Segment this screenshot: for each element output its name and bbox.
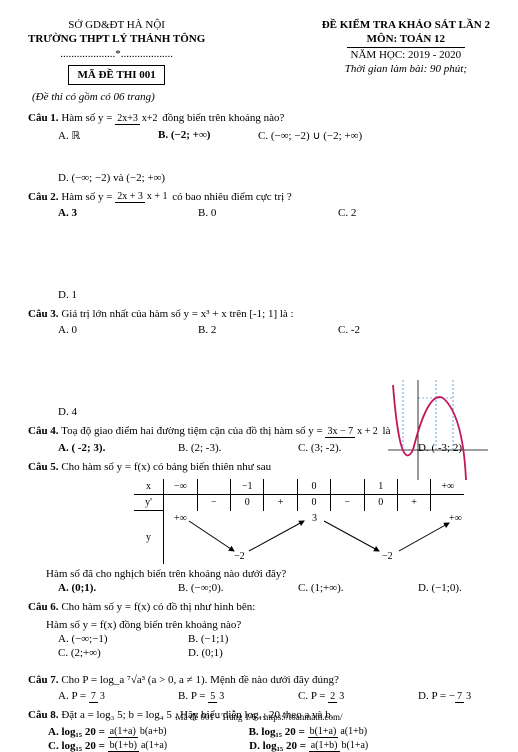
q1-options: A. ℝ B. (−2; +∞) C. (−∞; −2) ∪ (−2; +∞) … [58,129,490,184]
q1-d: D. (−∞; −2) và (−2; +∞) [58,172,165,184]
header-right: ĐỀ KIỂM TRA KHẢO SÁT LẦN 2 MÔN: TOÁN 12 … [322,18,490,85]
q3-a: A. 0 [58,324,128,336]
q1-text2: đồng biến trên khoảng nào? [162,112,284,124]
q1-b: B. (−2; +∞) [158,129,228,142]
table-row-yp: y' − 0 + 0 − 0 + [134,495,465,511]
page-note: (Đề thi có gồm có 06 trang) [32,91,490,103]
q5-options: A. (0;1). B. (−∞;0). C. (1;+∞). D. (−1;0… [58,582,490,594]
q3-c: C. -2 [338,324,408,336]
q1-text1: Hàm số y = [61,112,115,124]
school-line: TRƯỜNG THPT LÝ THÁNH TÔNG [28,32,205,46]
q3-d: D. 4 [58,406,128,418]
time-line: Thời gian làm bài: 90 phút; [322,62,490,76]
q6-graph [388,380,488,480]
svg-text:+∞: +∞ [174,513,187,524]
q5-text: Cho hàm số y = f(x) có bảng biến thiên n… [61,461,271,473]
table-row-y: y +∞ 3 +∞ −2 −2 [134,511,465,564]
q7-options: A. P = 73 B. P = 53 C. P = 23 D. P = −73 [58,690,490,702]
q5-b: B. (−∞;0). [178,582,248,594]
q2-text1: Hàm số y = [61,191,115,203]
q2-c: C. 2 [338,207,408,219]
q8-d: D. log₁₅ 20 = a(1+b)b(1+a) [249,740,370,752]
table-row-x: x −∞ −1 0 1 +∞ [134,479,465,495]
title-line: ĐỀ KIỂM TRA KHẢO SÁT LẦN 2 [322,18,490,32]
q1-frac: 2x+3x+2 [115,114,159,124]
q4-b: B. (2; -3). [178,442,248,454]
q2-text2: có bao nhiêu điểm cực trị ? [172,191,292,203]
question-3: Câu 3. Giá trị lớn nhất của hàm số y = x… [28,307,490,322]
q7-d: D. P = −73 [418,690,488,702]
q5-ask: Hàm số đã cho nghịch biến trên khoảng nà… [46,568,490,580]
q7-b: B. P = 53 [178,690,248,702]
q2-a: A. 3 [58,207,128,219]
q6-ask: Hàm số y = f(x) đồng biến trên khoảng nà… [46,619,490,631]
header: SỞ GD&ĐT HÀ NỘI TRƯỜNG THPT LÝ THÁNH TÔN… [28,18,490,85]
sep-line: ....................*................... [28,47,205,61]
q5-c: C. (1;+∞). [298,582,368,594]
q6-a: A. (−∞;−1) [58,633,128,645]
q5-d: D. (−1;0). [418,582,488,594]
q2-label: Câu 2. [28,191,59,203]
svg-text:−2: −2 [234,551,245,561]
q8-options-2: C. log₁₅ 20 = b(1+b)a(1+a) D. log₁₅ 20 =… [48,740,490,752]
variation-table: x −∞ −1 0 1 +∞ y' − 0 + 0 − 0 + y +∞ 3 +… [134,479,465,564]
variation-arrows: +∞ 3 +∞ −2 −2 [164,511,464,561]
q6-options: A. (−∞;−1) B. (−1;1) [58,633,338,645]
q5-table-wrap: x −∞ −1 0 1 +∞ y' − 0 + 0 − 0 + y +∞ 3 +… [108,479,490,564]
subject-line: MÔN: TOÁN 12 [347,32,465,47]
q3-b: B. 2 [198,324,268,336]
q8-a: A. log₁₅ 20 = a(1+a)b(a+b) [48,726,169,738]
q6-options-2: C. (2;+∞) D. (0;1) [58,647,338,659]
q8-b: B. log₁₅ 20 = b(1+a)a(1+b) [249,726,370,738]
q4-text1: Toạ độ giao điểm hai đường tiệm cận của … [61,425,325,437]
q2-b: B. 0 [198,207,268,219]
q1-a: A. ℝ [58,129,128,142]
header-left: SỞ GD&ĐT HÀ NỘI TRƯỜNG THPT LÝ THÁNH TÔN… [28,18,205,85]
q3-label: Câu 3. [28,308,59,320]
q6-c: C. (2;+∞) [58,647,128,659]
svg-text:−2: −2 [382,551,393,561]
q6-d: D. (0;1) [188,647,258,659]
q4-c: C. (3; -2). [298,442,368,454]
q4-label: Câu 4. [28,425,59,437]
question-7: Câu 7. Cho P = log_a ⁷√a³ (a > 0, a ≠ 1)… [28,673,490,688]
q7-text: Cho P = log_a ⁷√a³ (a > 0, a ≠ 1). Mệnh … [61,674,339,686]
org-line: SỞ GD&ĐT HÀ NỘI [28,18,205,32]
q7-label: Câu 7. [28,674,59,686]
svg-text:+∞: +∞ [449,513,462,524]
q2-options: A. 3 B. 0 C. 2 D. 1 [58,207,490,301]
q6-label: Câu 6. [28,601,59,613]
exam-code: MÃ ĐỀ THI 001 [68,65,164,85]
q8-c: C. log₁₅ 20 = b(1+b)a(1+a) [48,740,169,752]
q3-text: Giá trị lớn nhất của hàm số y = x³ + x t… [61,308,293,320]
q6-text: Cho hàm số y = f(x) có đồ thị như hình b… [61,601,255,613]
q4-frac: 3x − 7x + 2 [325,427,379,437]
question-6: Câu 6. Cho hàm số y = f(x) có đồ thị như… [28,600,490,615]
q2-d: D. 1 [58,289,128,301]
q7-a: A. P = 73 [58,690,128,702]
q2-frac: 2x + 3x + 1 [115,192,169,202]
q8-options-1: A. log₁₅ 20 = a(1+a)b(a+b) B. log₁₅ 20 =… [48,726,490,738]
q7-c: C. P = 23 [298,690,368,702]
q1-label: Câu 1. [28,112,59,124]
question-1: Câu 1. Hàm số y = 2x+3x+2 đồng biến trên… [28,111,490,126]
year-line: NĂM HỌC: 2019 - 2020 [322,48,490,62]
q5-a: A. (0;1). [58,582,128,594]
question-2: Câu 2. Hàm số y = 2x + 3x + 1 có bao nhi… [28,190,490,205]
q6-b: B. (−1;1) [188,633,258,645]
footer: Mã đề 001 - Trang 1/6 - https://toanmath… [0,712,518,722]
q1-c: C. (−∞; −2) ∪ (−2; +∞) [258,129,362,142]
q5-label: Câu 5. [28,461,59,473]
svg-text:3: 3 [312,513,317,524]
q4-a: A. ( -2; 3). [58,442,128,454]
